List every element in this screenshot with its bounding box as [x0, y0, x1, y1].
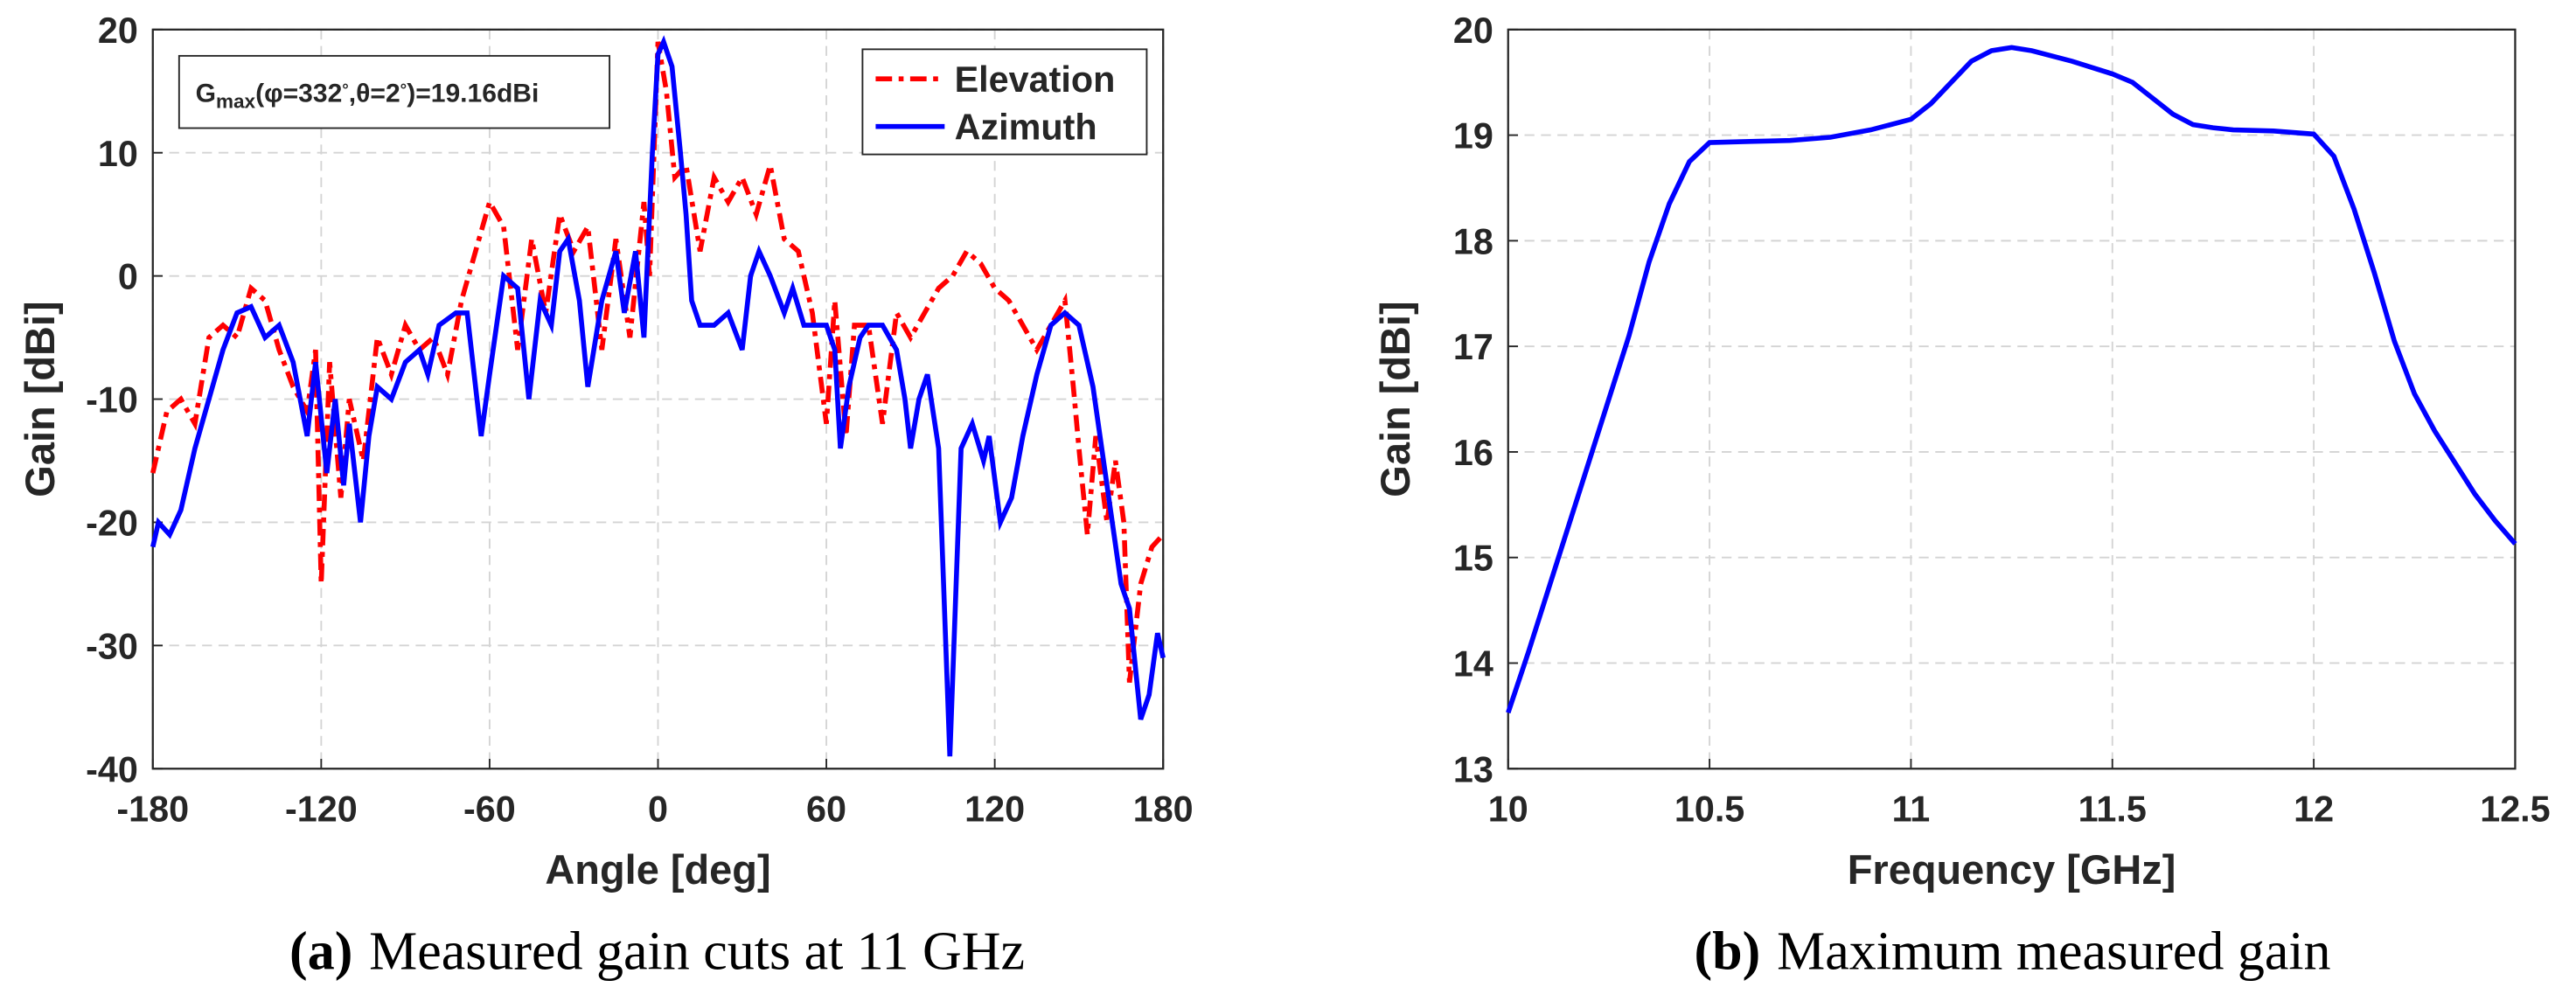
- x-axis-label: Frequency [GHz]: [1848, 846, 2176, 893]
- axes-frame: [151, 28, 1165, 770]
- y-tick-label: -40: [86, 749, 138, 789]
- x-tick-label: -180: [116, 789, 189, 829]
- x-tick-label: 180: [1133, 789, 1194, 829]
- x-tick-label: 0: [648, 789, 668, 829]
- annotation-part: °: [342, 80, 349, 99]
- x-tick-label: -120: [285, 789, 358, 829]
- line-series: [150, 35, 1166, 757]
- annotation-part: φ: [264, 79, 282, 108]
- annotation-part: °: [400, 80, 407, 99]
- annotation-part: =2: [370, 79, 400, 108]
- y-tick-label: 17: [1453, 327, 1493, 367]
- caption-text: Maximum measured gain: [1777, 921, 2330, 981]
- caption: (a) Measured gain cuts at 11 GHz: [289, 921, 1025, 981]
- annotation-part: =332: [283, 79, 343, 108]
- axes-frame: [1507, 28, 2517, 770]
- annotation-part: G: [196, 79, 216, 108]
- caption: (b) Maximum measured gain: [1695, 921, 2331, 981]
- y-tick-label: -30: [86, 626, 138, 666]
- y-tick-label: 19: [1453, 116, 1493, 156]
- annotation: Gmax(φ=332°,θ=2°)=19.16dBi: [196, 79, 540, 112]
- y-tick-label: 14: [1453, 644, 1493, 685]
- x-tick-label: 10: [1488, 789, 1528, 829]
- y-tick-label: 20: [1453, 10, 1493, 51]
- y-tick-label: -20: [86, 503, 138, 543]
- y-tick-label: 13: [1453, 749, 1493, 789]
- x-tick-label: 10.5: [1674, 789, 1744, 829]
- legend-label: Elevation: [955, 59, 1116, 100]
- y-tick-label: -10: [86, 380, 138, 421]
- y-tick-label: 18: [1453, 221, 1493, 261]
- annotation-part: (: [255, 79, 264, 108]
- caption-label: (a): [289, 921, 352, 981]
- annotation-box: [178, 54, 611, 129]
- y-tick-label: 10: [98, 134, 138, 174]
- y-tick-label: 16: [1453, 433, 1493, 473]
- x-tick-label: 60: [806, 789, 846, 829]
- annotation-part: max: [216, 90, 256, 112]
- legend-box: [861, 48, 1148, 156]
- x-tick-label: 12.5: [2480, 789, 2550, 829]
- y-tick-label: 20: [98, 10, 138, 51]
- x-tick-label: 120: [964, 789, 1025, 829]
- annotation-part: θ: [356, 79, 370, 108]
- x-tick-label: -60: [463, 789, 516, 829]
- plot-area: [1507, 29, 2516, 769]
- y-tick-label: 15: [1453, 539, 1493, 579]
- x-tick-label: 12: [2294, 789, 2334, 829]
- y-axis-label: Gain [dBi]: [17, 301, 63, 497]
- caption-text: Measured gain cuts at 11 GHz: [369, 921, 1025, 981]
- legend-label: Azimuth: [955, 108, 1097, 148]
- x-axis-label: Angle [deg]: [545, 846, 770, 893]
- y-axis-label: Gain [dBi]: [1372, 301, 1418, 497]
- line-series: [1506, 45, 2517, 714]
- x-tick-label: 11.5: [2078, 789, 2147, 829]
- y-tick-label: 0: [118, 257, 138, 297]
- annotation-part: ,: [349, 79, 356, 108]
- annotation-part: )=19.16dBi: [407, 79, 539, 108]
- caption-label: (b): [1695, 921, 1761, 981]
- x-tick-label: 11: [1892, 789, 1931, 829]
